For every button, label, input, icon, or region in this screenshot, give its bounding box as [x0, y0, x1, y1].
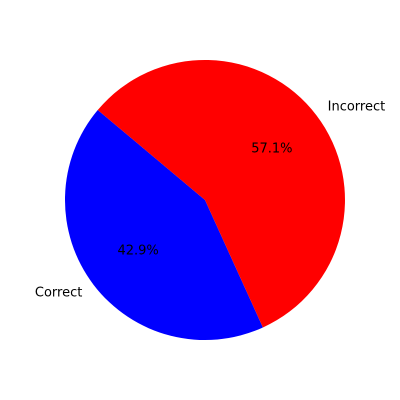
pie-slice-incorrect: [97, 60, 345, 328]
pie-labels: Correct 42.9% Incorrect 57.1%: [35, 99, 385, 300]
slice-label-incorrect: Incorrect: [328, 99, 386, 114]
slice-pct-correct: 42.9%: [117, 243, 158, 258]
slice-label-correct: Correct: [35, 286, 82, 301]
pie-slice-correct: [64, 110, 263, 341]
pie-slices: [64, 60, 345, 341]
slice-pct-incorrect: 57.1%: [251, 142, 292, 157]
